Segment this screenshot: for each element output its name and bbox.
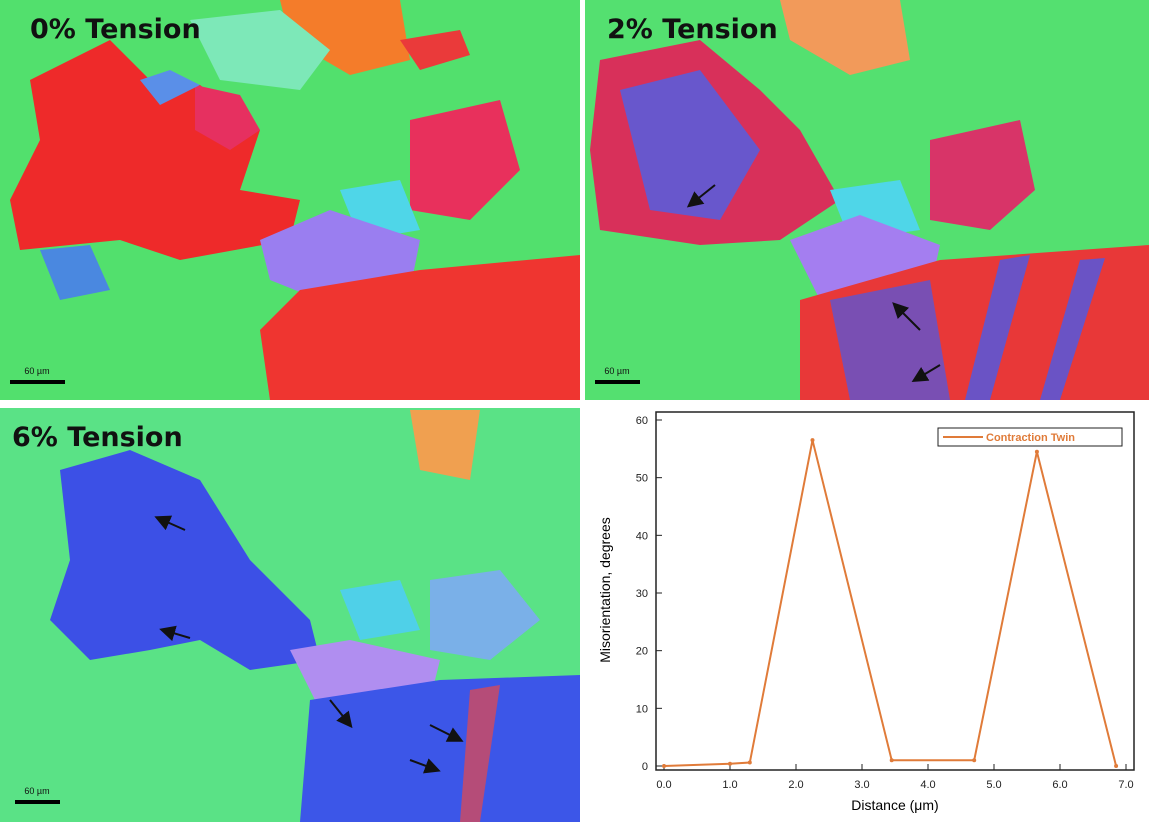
ebsd-map: 60 µm 6% Tension — [0, 408, 580, 822]
data-point — [662, 764, 666, 768]
panel-label: 6% Tension — [12, 422, 183, 453]
data-point — [1114, 764, 1118, 768]
x-axis-label: Distance (μm) — [851, 797, 938, 813]
plot-frame — [656, 412, 1134, 770]
x-tick-label: 1.0 — [722, 779, 737, 791]
y-tick-label: 50 — [636, 473, 648, 485]
scale-bar-label: 60 µm — [24, 366, 49, 376]
data-point — [748, 761, 752, 765]
x-tick-label: 5.0 — [986, 779, 1001, 791]
y-tick-label: 0 — [642, 761, 648, 773]
x-tick-label: 3.0 — [854, 779, 869, 791]
data-point — [890, 758, 894, 762]
scale-bar-label: 60 µm — [24, 786, 49, 796]
ebsd-map: 60 µm 2% Tension — [585, 0, 1149, 400]
y-tick-label: 20 — [636, 646, 648, 658]
x-tick-label: 4.0 — [920, 779, 935, 791]
y-tick-label: 30 — [636, 588, 648, 600]
data-point — [811, 438, 815, 442]
line-chart: Distance (μm) Misorientation, degrees 0 1… — [597, 412, 1134, 813]
data-point — [1035, 450, 1039, 454]
data-line — [664, 440, 1116, 766]
y-axis-label: Misorientation, degrees — [597, 517, 613, 663]
figure: 60 µm 0% Tension 60 µm 2% Tension — [0, 0, 1149, 822]
y-tick-label: 60 — [636, 415, 648, 427]
x-tick-label: 7.0 — [1118, 779, 1133, 791]
scale-bar-label: 60 µm — [604, 366, 629, 376]
data-point — [728, 762, 732, 766]
y-tick-label: 10 — [636, 703, 648, 715]
x-tick-label: 0.0 — [656, 779, 671, 791]
y-tick-label: 40 — [636, 530, 648, 542]
x-tick-label: 6.0 — [1052, 779, 1067, 791]
x-tick-label: 2.0 — [788, 779, 803, 791]
data-point — [972, 758, 976, 762]
panel-label: 0% Tension — [30, 14, 201, 45]
ebsd-map: 60 µm 0% Tension — [0, 0, 580, 400]
panel-label: 2% Tension — [607, 14, 778, 45]
legend-label: Contraction Twin — [986, 432, 1075, 444]
